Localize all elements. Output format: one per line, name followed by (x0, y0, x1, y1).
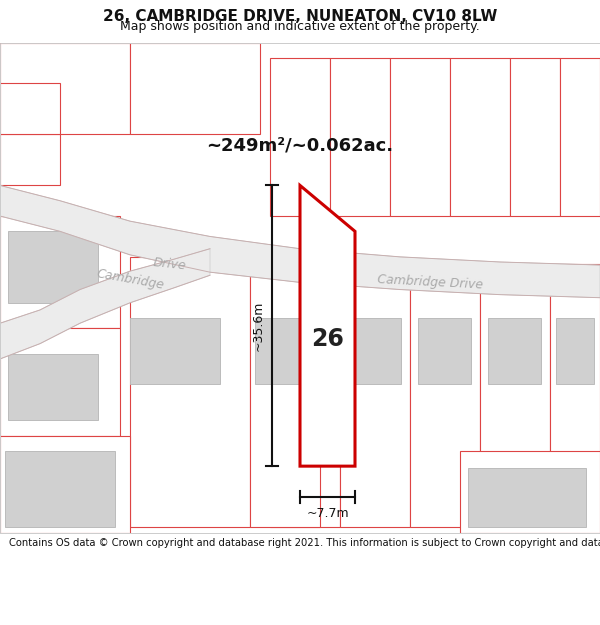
Text: ~35.6m: ~35.6m (251, 301, 265, 351)
Polygon shape (468, 468, 586, 528)
Polygon shape (488, 318, 541, 384)
Polygon shape (130, 318, 220, 384)
Text: ~7.7m: ~7.7m (306, 507, 349, 519)
Polygon shape (390, 58, 450, 216)
Polygon shape (349, 318, 401, 384)
Polygon shape (480, 264, 550, 528)
Polygon shape (510, 58, 560, 216)
Polygon shape (556, 318, 593, 384)
Text: Cambridge Drive: Cambridge Drive (377, 273, 483, 292)
Polygon shape (550, 264, 600, 528)
Polygon shape (130, 42, 260, 134)
Polygon shape (270, 264, 340, 528)
Polygon shape (0, 216, 120, 328)
Polygon shape (450, 58, 510, 216)
Polygon shape (418, 318, 471, 384)
Polygon shape (270, 58, 330, 216)
Polygon shape (8, 354, 98, 420)
Text: ~249m²/~0.062ac.: ~249m²/~0.062ac. (206, 137, 394, 155)
Polygon shape (0, 83, 60, 134)
Polygon shape (278, 318, 331, 384)
Text: 26, CAMBRIDGE DRIVE, NUNEATON, CV10 8LW: 26, CAMBRIDGE DRIVE, NUNEATON, CV10 8LW (103, 9, 497, 24)
Polygon shape (410, 264, 480, 528)
Text: Map shows position and indicative extent of the property.: Map shows position and indicative extent… (120, 20, 480, 33)
Polygon shape (330, 58, 390, 216)
Text: Cambridge: Cambridge (95, 267, 165, 292)
Polygon shape (0, 328, 120, 436)
Polygon shape (5, 451, 115, 528)
Polygon shape (0, 249, 210, 359)
Polygon shape (0, 42, 130, 134)
Polygon shape (340, 264, 410, 528)
Polygon shape (0, 186, 600, 298)
Polygon shape (460, 451, 600, 532)
Polygon shape (0, 134, 60, 186)
Polygon shape (560, 58, 600, 216)
Polygon shape (250, 257, 320, 528)
Text: Contains OS data © Crown copyright and database right 2021. This information is : Contains OS data © Crown copyright and d… (9, 538, 600, 548)
Polygon shape (255, 318, 310, 384)
Polygon shape (130, 257, 250, 528)
Text: Drive: Drive (153, 256, 187, 272)
Polygon shape (8, 231, 98, 302)
Polygon shape (300, 186, 355, 466)
Text: 26: 26 (311, 326, 344, 351)
Polygon shape (0, 436, 130, 532)
